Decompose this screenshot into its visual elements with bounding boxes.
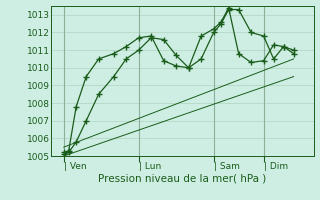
X-axis label: Pression niveau de la mer( hPa ): Pression niveau de la mer( hPa )	[98, 173, 267, 183]
